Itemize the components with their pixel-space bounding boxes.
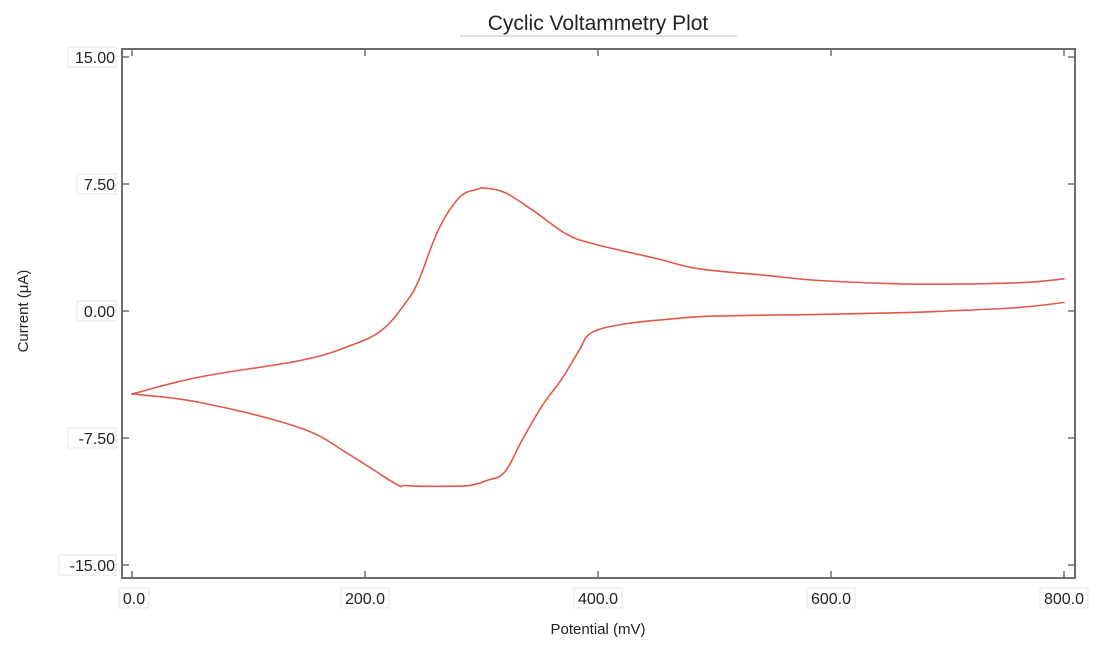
x-tick-label-box	[806, 587, 856, 609]
x-tick-label: 400.0	[578, 591, 618, 608]
y-tick-label-box	[67, 46, 117, 68]
y-tick-label: 0.00	[84, 304, 115, 321]
chart-title: Cyclic Voltammetry Plot	[488, 12, 709, 35]
y-tick-label-box	[76, 173, 117, 195]
x-tick-label: 600.0	[811, 591, 851, 608]
series-line-reverse-scan	[131, 301, 1065, 488]
y-tick-label: 7.50	[84, 177, 115, 194]
series-group	[131, 186, 1065, 488]
x-tick-label-box	[1039, 587, 1089, 609]
x-axis-label: Potential (mV)	[550, 621, 645, 638]
x-tick-label: 800.0	[1044, 591, 1084, 608]
chart-title-group: Cyclic Voltammetry Plot	[460, 12, 737, 37]
y-tick-label: 15.00	[75, 50, 115, 67]
series-line-forward-scan	[131, 186, 1065, 395]
y-tick-label-box	[58, 554, 117, 576]
x-tick-label-box	[340, 587, 390, 609]
y-axis-label: Current (μA)	[15, 270, 32, 353]
x-tick-label-box	[573, 587, 623, 609]
y-axis-ticks: 15.00 7.50 0.00 -7.50 -15.00	[58, 46, 1075, 576]
x-axis-ticks: 0.0 200.0 400.0 600.0 800.0	[118, 49, 1089, 609]
y-tick-label-box	[67, 427, 117, 449]
y-tick-label: -7.50	[79, 431, 116, 448]
y-tick-label: -15.00	[70, 558, 115, 575]
x-tick-label: 0.0	[123, 591, 145, 608]
x-tick-label: 200.0	[345, 591, 385, 608]
y-tick-label-box	[76, 300, 117, 322]
plot-frame	[121, 48, 1076, 579]
x-tick-label-box	[118, 587, 150, 609]
